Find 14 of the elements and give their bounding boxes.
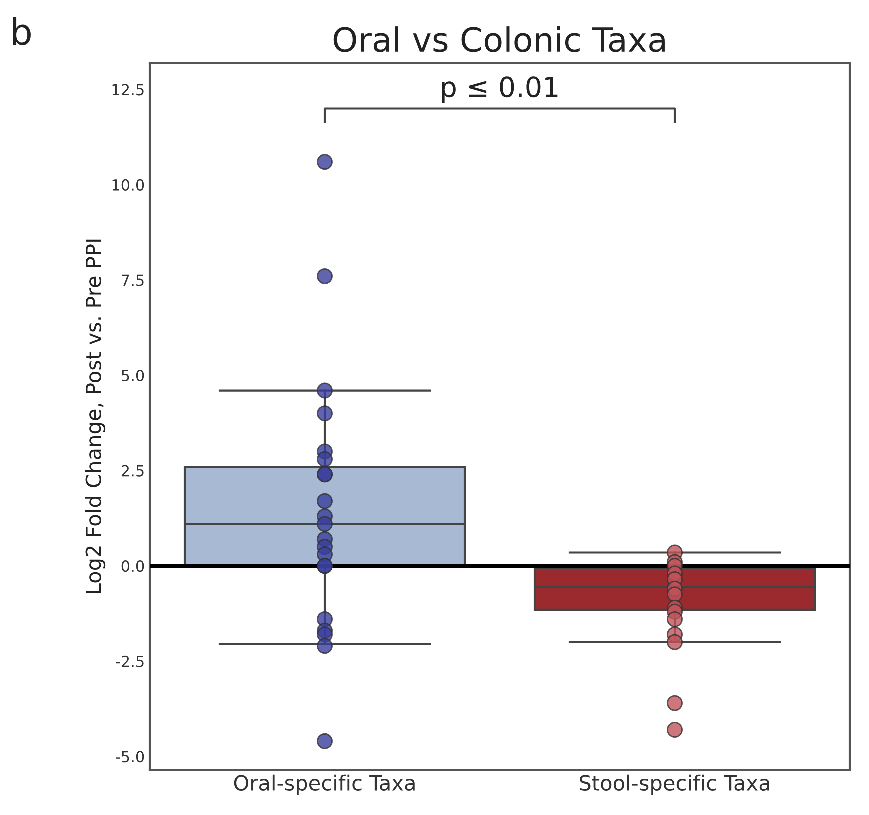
x-tick-label: Stool-specific Taxa [580, 774, 770, 796]
x-tick-label: Oral-specific Taxa [234, 774, 415, 796]
chart-title: Oral vs Colonic Taxa [334, 26, 665, 52]
y-tick-label: 5.0 [122, 370, 144, 382]
y-tick-label: 12.5 [112, 84, 144, 96]
y-tick-label: 2.5 [122, 465, 144, 477]
y-tick-label: 7.5 [122, 274, 144, 286]
y-tick-label: 0.0 [122, 560, 144, 572]
y-tick-label: -2.5 [116, 656, 144, 668]
y-tick-label: -5.0 [116, 751, 144, 763]
text: b [13, 18, 31, 46]
y-tick-label: 10.0 [112, 179, 144, 191]
annotation: p ≤ 0.01 [442, 76, 558, 104]
y-axis-title: Log2 Fold Change, Post vs. Pre PPI [85, 240, 106, 594]
